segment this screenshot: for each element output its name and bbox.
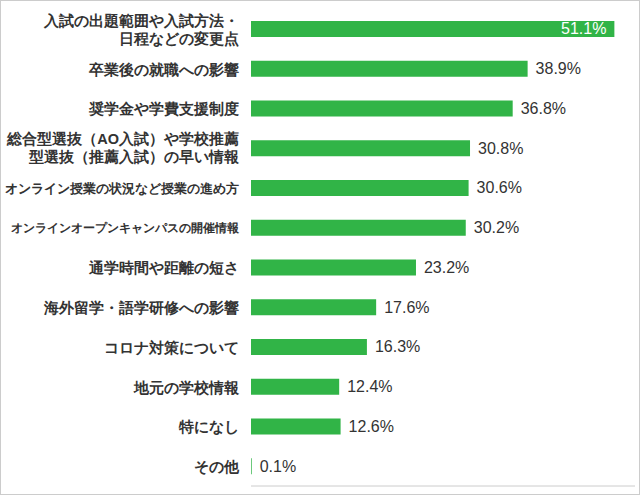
svg-text:51.1%: 51.1% xyxy=(561,20,606,37)
svg-text:12.4%: 12.4% xyxy=(347,378,392,395)
svg-text:0.1%: 0.1% xyxy=(260,458,296,475)
svg-text:卒業後の就職への影響: 卒業後の就職への影響 xyxy=(88,60,239,77)
svg-text:コロナ対策について: コロナ対策について xyxy=(104,338,239,355)
svg-text:通学時間や距離の短さ: 通学時間や距離の短さ xyxy=(88,259,239,276)
svg-text:オンラインオープンキャンパスの開催情報: オンラインオープンキャンパスの開催情報 xyxy=(11,221,240,235)
svg-text:奨学金や学費支援制度: 奨学金や学費支援制度 xyxy=(88,100,239,117)
svg-text:特になし: 特になし xyxy=(178,418,239,435)
svg-text:30.2%: 30.2% xyxy=(474,219,519,236)
svg-text:入試の出題範囲や入試方法・日程などの変更点: 入試の出題範囲や入試方法・日程などの変更点 xyxy=(43,11,239,46)
svg-text:海外留学・語学研修への影響: 海外留学・語学研修への影響 xyxy=(43,299,239,316)
svg-text:36.8%: 36.8% xyxy=(521,100,566,117)
svg-text:17.6%: 17.6% xyxy=(384,299,429,316)
svg-text:その他: その他 xyxy=(194,458,240,475)
svg-text:12.6%: 12.6% xyxy=(349,418,394,435)
svg-text:地元の学校情報: 地元の学校情報 xyxy=(133,378,240,395)
svg-text:30.8%: 30.8% xyxy=(478,140,523,157)
svg-text:38.9%: 38.9% xyxy=(536,60,581,77)
svg-text:総合型選抜（AO入試）や学校推薦型選抜（推薦入試）の早い情報: 総合型選抜（AO入試）や学校推薦型選抜（推薦入試）の早い情報 xyxy=(8,131,240,164)
svg-text:23.2%: 23.2% xyxy=(424,259,469,276)
svg-text:30.6%: 30.6% xyxy=(477,179,522,196)
svg-text:オンライン授業の状況など授業の進め方: オンライン授業の状況など授業の進め方 xyxy=(8,180,239,195)
svg-text:16.3%: 16.3% xyxy=(375,338,420,355)
